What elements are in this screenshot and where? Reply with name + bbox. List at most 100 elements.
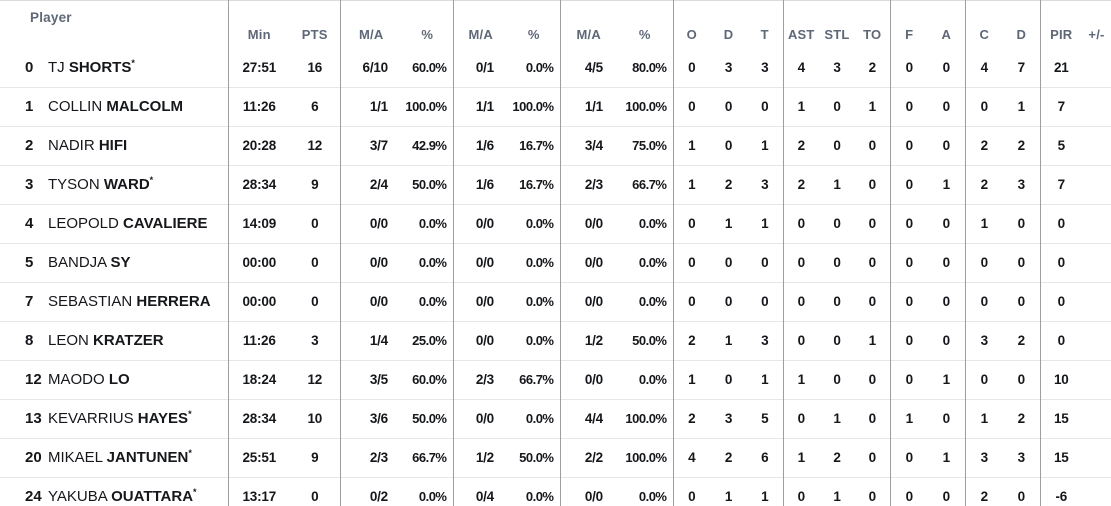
cell-d: 0 [1017, 489, 1026, 505]
cell-ft-ma: 0/0 [559, 282, 617, 321]
cell-ft-ma: 4/4 [559, 399, 617, 438]
player-cell: 8 LEON KRATZER [0, 321, 228, 360]
cell-c: 4 [964, 48, 1003, 87]
cell-fg3-pct: 0.0% [525, 411, 554, 426]
cell-plus-minus [1082, 87, 1111, 126]
cell-c: 2 [964, 477, 1003, 506]
cell-fg3-ma: 1/2 [452, 438, 508, 477]
cell-f: 0 [889, 360, 928, 399]
table-row: 20 MIKAEL JANTUNEN* 25:51 9 2/3 66.7% 1/2 50.0%… [0, 438, 1111, 477]
cell-to: 0 [868, 489, 877, 505]
cell-stl: 0 [833, 255, 841, 270]
player-number: 24 [25, 488, 42, 506]
cell-reb-d: 0 [724, 138, 733, 153]
cell-min: 00:00 [227, 282, 290, 321]
cell-fg3-pct: 0.0% [525, 216, 554, 231]
cell-to: 0 [868, 450, 877, 465]
cell-ast: 1 [782, 438, 819, 477]
player-last-name: WARD [103, 176, 150, 193]
cell-pir: 0 [1039, 321, 1082, 360]
cell-min: 11:26 [227, 321, 290, 360]
cell-stl: 0 [833, 294, 841, 309]
cell-reb-t: 3 [761, 333, 769, 348]
cell-reb-o: 1 [672, 165, 710, 204]
player-number: 7 [25, 293, 34, 310]
cell-pts: 16 [307, 59, 323, 75]
cell-a: 0 [942, 333, 951, 348]
column-header-reb-d: D [723, 27, 734, 42]
cell-ft-ma: 1/2 [559, 321, 617, 360]
cell-ft-ma: 2/3 [559, 165, 617, 204]
player-cell: 13 KEVARRIUS HAYES* [0, 399, 228, 438]
cell-a: 1 [942, 372, 951, 387]
cell-pir: 21 [1039, 48, 1082, 87]
cell-fg3-pct: 100.0% [512, 99, 554, 114]
cell-fg2-pct: 0.0% [418, 216, 447, 231]
player-first-name: BANDJA [48, 254, 111, 271]
cell-ast: 1 [782, 360, 819, 399]
starter-asterisk: * [149, 175, 154, 185]
player-number: 5 [25, 254, 34, 271]
player-last-name: SHORTS [68, 58, 132, 76]
column-header-min: Min [227, 0, 290, 48]
cell-fg3-ma: 0/0 [452, 321, 508, 360]
cell-a: 0 [942, 138, 951, 153]
cell-c: 0 [964, 243, 1003, 282]
player-number: 8 [25, 332, 34, 349]
cell-reb-o: 0 [672, 477, 710, 506]
cell-ft-pct: 0.0% [638, 489, 667, 505]
player-number: 13 [25, 410, 42, 427]
player-first-name: YAKUBA [48, 488, 112, 506]
cell-reb-o: 1 [672, 360, 710, 399]
cell-pir: 10 [1039, 360, 1082, 399]
cell-ast: 0 [782, 477, 819, 506]
player-cell: 1 COLLIN MALCOLM [0, 87, 228, 126]
cell-fg2-pct: 0.0% [418, 255, 447, 270]
table-row: 13 KEVARRIUS HAYES* 28:34 10 3/6 50.0% 0/0 0.0%… [0, 399, 1111, 438]
table-row: 5 BANDJA SY 00:00 0 0/0 0.0% 0/0 0.0% 0/0 0.0% 0 0 0… [0, 243, 1111, 282]
cell-c: 0 [964, 87, 1003, 126]
player-cell: 0 TJ SHORTS* [0, 48, 228, 87]
cell-to: 0 [868, 138, 877, 153]
cell-plus-minus [1082, 126, 1111, 165]
cell-ast: 4 [782, 48, 819, 87]
cell-pir: 5 [1039, 126, 1082, 165]
cell-fg2-pct: 66.7% [412, 450, 447, 465]
cell-reb-d: 1 [724, 489, 733, 505]
cell-d: 3 [1017, 177, 1026, 192]
cell-min: 28:34 [227, 399, 290, 438]
cell-d: 2 [1017, 333, 1026, 348]
cell-fg2-ma: 3/7 [339, 126, 402, 165]
cell-ft-pct: 50.0% [632, 333, 667, 348]
cell-ft-pct: 0.0% [638, 216, 667, 231]
cell-f: 0 [889, 165, 928, 204]
cell-reb-d: 0 [724, 99, 733, 114]
cell-fg3-ma: 0/0 [452, 243, 508, 282]
cell-a: 0 [942, 99, 951, 114]
cell-f: 1 [889, 399, 928, 438]
cell-a: 0 [942, 294, 951, 309]
cell-min: 13:17 [227, 477, 290, 506]
cell-pts: 9 [311, 450, 319, 465]
player-last-name: HERRERA [136, 293, 211, 310]
cell-fg2-ma: 0/0 [339, 243, 402, 282]
cell-fg2-ma: 3/5 [339, 360, 402, 399]
player-last-name: CAVALIERE [123, 215, 208, 232]
cell-pts: 0 [311, 294, 319, 309]
player-cell: 20 MIKAEL JANTUNEN* [0, 438, 228, 477]
player-cell: 5 BANDJA SY [0, 243, 228, 282]
cell-to: 2 [868, 59, 877, 75]
cell-reb-t: 0 [761, 294, 769, 309]
cell-ft-pct: 0.0% [638, 255, 667, 270]
table-row: 7 SEBASTIAN HERRERA 00:00 0 0/0 0.0% 0/0 0.0% 0/… [0, 282, 1111, 321]
cell-d: 1 [1017, 99, 1026, 114]
player-last-name: LO [108, 371, 130, 388]
cell-pir: 15 [1039, 438, 1082, 477]
cell-pts: 9 [311, 177, 319, 192]
cell-plus-minus [1082, 282, 1111, 321]
cell-plus-minus [1082, 399, 1111, 438]
cell-fg3-ma: 1/6 [452, 165, 508, 204]
cell-pir: 0 [1039, 282, 1082, 321]
cell-pts: 0 [311, 216, 319, 231]
cell-reb-t: 6 [761, 450, 769, 465]
